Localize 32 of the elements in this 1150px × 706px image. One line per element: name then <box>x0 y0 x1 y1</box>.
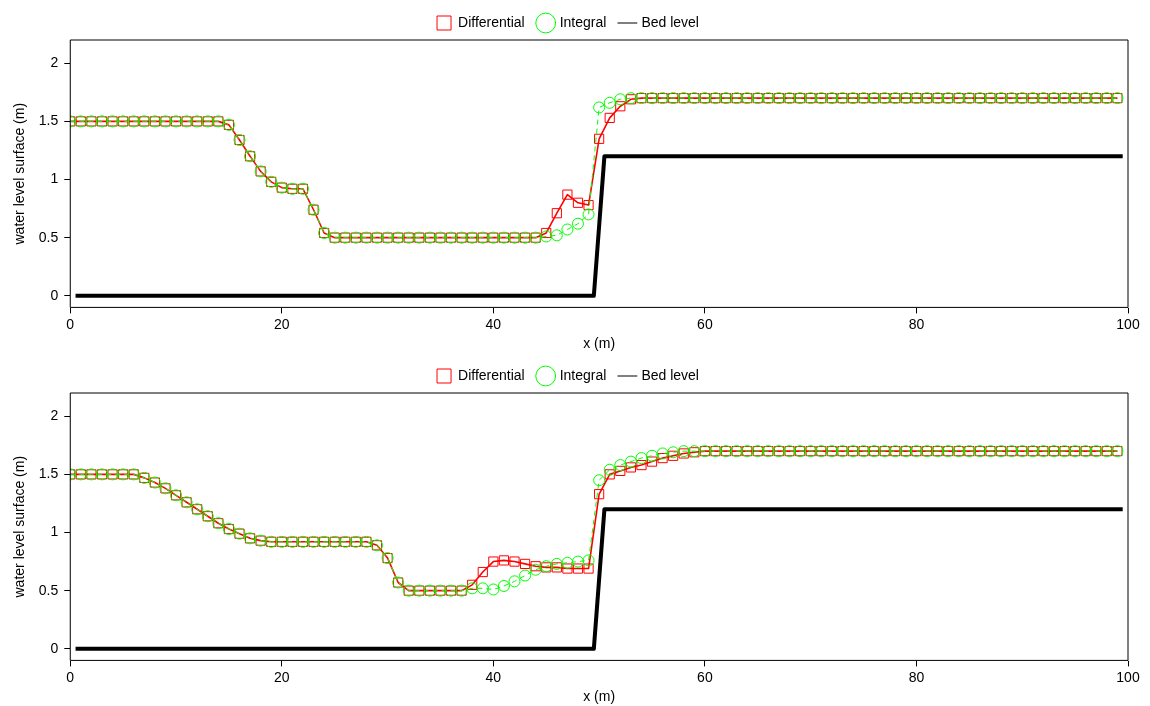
x-axis-title: x (m) <box>583 688 616 705</box>
y-tick-label: 0.5 <box>38 228 59 245</box>
y-tick-label: 1 <box>50 170 59 187</box>
y-tick-label: 1.5 <box>38 112 59 129</box>
x-tick-label: 0 <box>66 668 75 685</box>
x-tick-label: 60 <box>697 668 713 685</box>
y-tick-label: 0 <box>50 286 59 303</box>
y-tick-label: 2 <box>50 407 59 424</box>
y-tick-label: 2 <box>50 54 59 71</box>
x-tick-label: 100 <box>1116 668 1140 685</box>
x-tick-label: 40 <box>485 315 502 332</box>
y-tick-label: 1.5 <box>38 465 59 482</box>
y-axis-title: water level surface (m) <box>11 102 28 246</box>
x-tick-label: 60 <box>697 315 713 332</box>
legend-label: Integral <box>559 13 607 30</box>
x-tick-label: 0 <box>66 315 75 332</box>
x-tick-label: 80 <box>908 668 925 685</box>
y-tick-label: 0.5 <box>38 581 59 598</box>
x-tick-label: 20 <box>274 315 290 332</box>
legend-label: Integral <box>559 366 607 383</box>
x-axis-title: x (m) <box>583 335 616 352</box>
legend-label: Differential <box>458 13 525 30</box>
legend-label: Differential <box>458 366 525 383</box>
x-tick-label: 40 <box>485 668 502 685</box>
legend-label: Bed level <box>641 366 699 383</box>
y-tick-label: 1 <box>50 523 59 540</box>
x-tick-label: 80 <box>908 315 925 332</box>
x-tick-label: 100 <box>1116 315 1140 332</box>
y-axis-title: water level surface (m) <box>11 455 28 599</box>
legend-label: Bed level <box>641 13 699 30</box>
y-tick-label: 0 <box>50 639 59 656</box>
x-tick-label: 20 <box>274 668 290 685</box>
